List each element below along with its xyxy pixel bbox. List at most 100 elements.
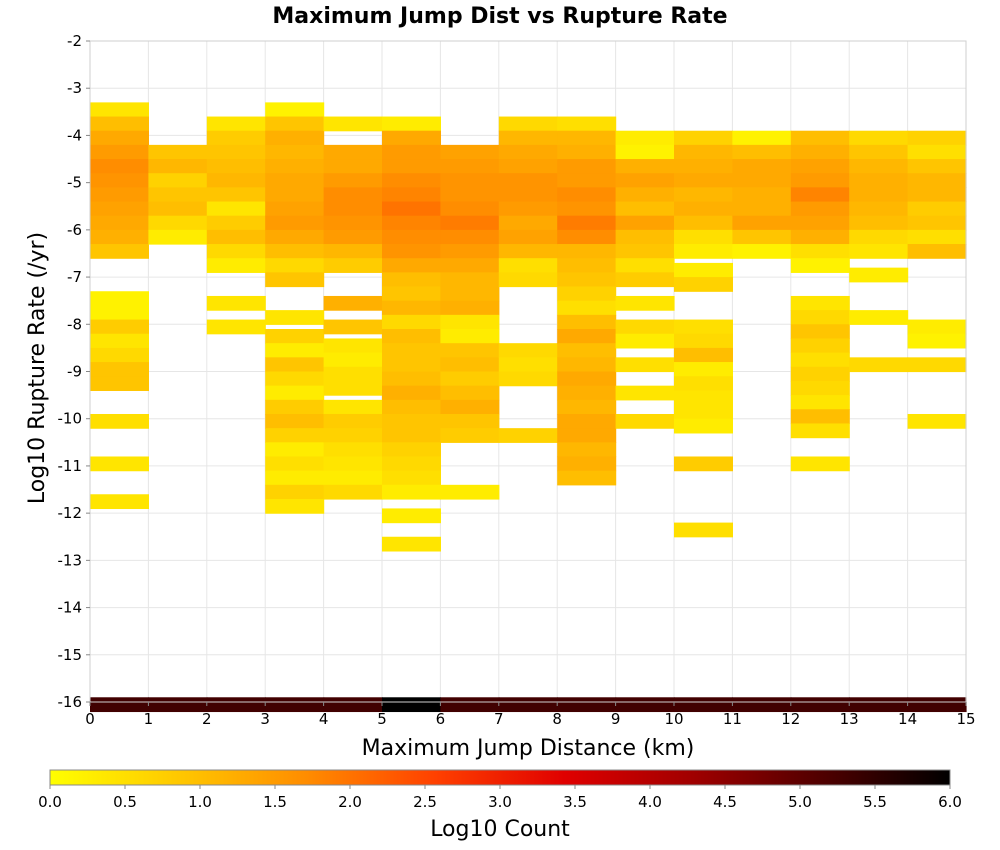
heatmap-cell-5-29 bbox=[382, 697, 441, 713]
heatmap-cell-7-10 bbox=[498, 258, 558, 273]
heatmap-cell-6-19 bbox=[440, 413, 500, 429]
x-tick-label-13: 13 bbox=[840, 710, 859, 728]
heatmap-cell-7-5 bbox=[498, 187, 558, 203]
heatmap-cell-13-10 bbox=[849, 310, 909, 325]
x-axis-label: Maximum Jump Distance (km) bbox=[362, 736, 695, 761]
heatmap-cell-5-4 bbox=[382, 173, 441, 188]
heatmap-cell-5-23 bbox=[382, 442, 441, 458]
heatmap-cell-8-21 bbox=[557, 413, 617, 429]
heatmap-cell-10-3 bbox=[674, 173, 733, 188]
heatmap-cell-5-15 bbox=[382, 329, 441, 344]
heatmap-cell-3-9 bbox=[265, 229, 325, 245]
heatmap-cell-3-10 bbox=[265, 244, 325, 259]
heatmap-cell-4-13 bbox=[323, 352, 383, 368]
heatmap-cell-10-6 bbox=[674, 215, 733, 231]
heatmap-cell-3-4 bbox=[265, 159, 325, 174]
heatmap-cell-5-19 bbox=[382, 385, 441, 401]
heatmap-cell-4-8 bbox=[323, 244, 383, 259]
heatmap-cell-5-21 bbox=[382, 413, 441, 429]
heatmap-cell-12-13 bbox=[790, 338, 850, 354]
heatmap-cell-10-7 bbox=[674, 229, 733, 245]
heatmap-cell-6-16 bbox=[440, 371, 500, 387]
heatmap-cell-6-3 bbox=[440, 187, 500, 203]
x-tick-label-0: 0 bbox=[85, 710, 95, 728]
heatmap-cell-6-6 bbox=[440, 229, 500, 245]
heatmap-cell-10-17 bbox=[674, 404, 733, 420]
heatmap-cell-9-0 bbox=[615, 130, 675, 146]
heatmap-cell-8-23 bbox=[557, 442, 617, 458]
heatmap-cell-8-0 bbox=[557, 116, 617, 132]
heatmap-cell-6-20 bbox=[440, 428, 500, 443]
y-tick-label-10: -12 bbox=[58, 504, 83, 522]
heatmap-cell-9-4 bbox=[615, 187, 675, 203]
heatmap-cell-4-10 bbox=[323, 295, 383, 311]
heatmap-cell-7-8 bbox=[498, 229, 558, 245]
heatmap-cell-3-17 bbox=[265, 371, 325, 387]
x-tick-label-15: 15 bbox=[956, 710, 975, 728]
y-axis-ticks: -2 -3 -4 -5 -6 -7 -8 -9 -10 -11 -12 -13 -14 -15 -16 bbox=[58, 32, 90, 711]
heatmap-cell-2-5 bbox=[206, 187, 266, 203]
heatmap-cell-12-18 bbox=[790, 409, 850, 425]
heatmap-cell-4-18 bbox=[323, 428, 383, 443]
heatmap-cell-11-3 bbox=[732, 173, 792, 188]
heatmap-cell-8-10 bbox=[557, 258, 617, 273]
heatmap-cell-14-7 bbox=[907, 229, 967, 245]
heatmap-cell-12-10 bbox=[790, 295, 850, 311]
heatmap-cell-13-11 bbox=[849, 357, 909, 373]
heatmap-cell-8-17 bbox=[557, 357, 617, 373]
heatmap-cell-9-14 bbox=[615, 357, 675, 373]
heatmap-cell-3-15 bbox=[265, 343, 325, 358]
heatmap-cell-8-26 bbox=[557, 697, 617, 713]
heatmap-cell-5-25 bbox=[382, 470, 441, 486]
heatmap-cell-6-1 bbox=[440, 159, 500, 174]
heatmap-cell-0-3 bbox=[90, 144, 149, 160]
heatmap-cell-11-5 bbox=[732, 201, 792, 217]
heatmap-cell-5-17 bbox=[382, 357, 441, 373]
heatmap-cell-8-12 bbox=[557, 286, 617, 302]
heatmap-cell-7-6 bbox=[498, 201, 558, 217]
heatmap-cell-4-21 bbox=[323, 470, 383, 486]
heatmap-cell-8-16 bbox=[557, 343, 617, 358]
heatmap-cell-8-24 bbox=[557, 456, 617, 472]
y-tick-label-12: -14 bbox=[58, 599, 83, 617]
heatmap-cell-14-2 bbox=[907, 159, 967, 174]
x-tick-label-8: 8 bbox=[552, 710, 562, 728]
heatmap-cell-7-16 bbox=[498, 697, 558, 713]
colorbar-tick-label-7: 3.5 bbox=[563, 793, 587, 811]
heatmap-cell-13-5 bbox=[849, 201, 909, 217]
heatmap-cell-0-12 bbox=[90, 305, 149, 321]
heatmap-cell-8-14 bbox=[557, 314, 617, 330]
heatmap-cell-4-17 bbox=[323, 413, 383, 429]
y-tick-label-4: -6 bbox=[67, 221, 82, 239]
heatmap-cell-6-0 bbox=[440, 144, 500, 160]
heatmap-cell-4-1 bbox=[323, 144, 383, 160]
heatmap-cell-14-3 bbox=[907, 173, 967, 188]
heatmap-cell-5-16 bbox=[382, 343, 441, 358]
heatmap-cell-8-3 bbox=[557, 159, 617, 174]
colorbar-tick-label-8: 4.0 bbox=[638, 793, 662, 811]
colorbar-tick-label-12: 6.0 bbox=[938, 793, 962, 811]
heatmap-cell-1-4 bbox=[148, 201, 208, 217]
heatmap-cell-6-9 bbox=[440, 272, 500, 288]
heatmap-cell-9-5 bbox=[615, 201, 675, 217]
heatmap-cell-3-6 bbox=[265, 187, 325, 203]
chart-title: Maximum Jump Dist vs Rupture Rate bbox=[272, 4, 727, 29]
heatmap-cell-9-6 bbox=[615, 215, 675, 231]
heatmap-cell-12-19 bbox=[790, 423, 850, 439]
heatmap-cell-7-1 bbox=[498, 130, 558, 146]
heatmap-cell-11-9 bbox=[732, 697, 792, 713]
heatmap-cell-9-8 bbox=[615, 244, 675, 259]
heatmap-cell-5-20 bbox=[382, 399, 441, 415]
heatmap-cell-9-7 bbox=[615, 229, 675, 245]
heatmap-cell-4-3 bbox=[323, 173, 383, 188]
heatmap-cell-3-8 bbox=[265, 215, 325, 231]
heatmap-cell-1-0 bbox=[148, 144, 208, 160]
heatmap-cell-4-0 bbox=[323, 116, 383, 132]
colorbar-tick-label-3: 1.5 bbox=[263, 793, 287, 811]
heatmap-cell-3-2 bbox=[265, 130, 325, 146]
x-tick-label-9: 9 bbox=[611, 710, 621, 728]
heatmap-cell-0-17 bbox=[90, 376, 149, 391]
x-axis-ticks: 0 1 2 3 4 5 6 7 8 9 10 11 12 13 14 15 bbox=[85, 702, 976, 728]
heatmap-cell-6-5 bbox=[440, 215, 500, 231]
heatmap-cell-8-20 bbox=[557, 399, 617, 415]
